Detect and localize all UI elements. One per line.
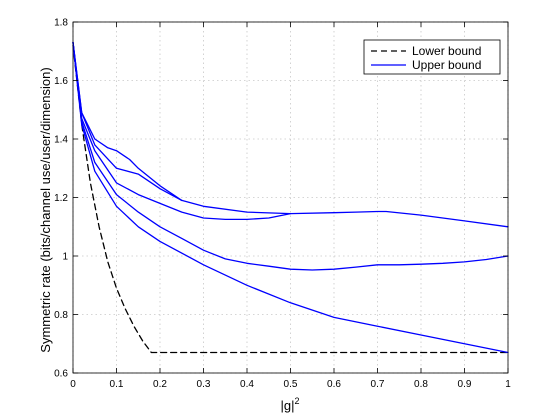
- x-tick-label: 0.7: [371, 379, 385, 390]
- y-tick-label: 1: [62, 252, 68, 263]
- x-tick-label: 0.4: [240, 379, 254, 390]
- axis-ticks: [72, 21, 509, 374]
- upper-bound-line-5: [72, 41, 183, 202]
- y-tick-label: 0.8: [54, 310, 68, 321]
- legend-label-upper-bound: Upper bound: [412, 58, 481, 72]
- legend-box: [363, 39, 501, 75]
- y-axis-label: Symmetric rate (bits/channel use/user/di…: [38, 67, 53, 352]
- x-tick-label: 0.5: [284, 379, 298, 390]
- y-tick-label: 1.4: [54, 135, 68, 146]
- x-tick-label: 0: [70, 379, 76, 390]
- x-tick-label: 0.1: [110, 379, 124, 390]
- upper-bound-line-4: [72, 41, 509, 228]
- y-tick-label: 1.6: [54, 76, 68, 87]
- x-tick-label: 0.3: [197, 379, 211, 390]
- x-tick-label: 0.9: [458, 379, 472, 390]
- legend: Lower bound Upper bound: [363, 39, 501, 75]
- y-tick-label: 1.8: [54, 18, 68, 29]
- legend-label-lower-bound: Lower bound: [412, 44, 481, 58]
- tick-labels: 0 0.1 0.2 0.3 0.4 0.5 0.6 0.7 0.8 0.9 1 0.6 0.8 1 1.2 1…: [54, 18, 511, 391]
- x-tick-label: 1: [505, 379, 511, 390]
- x-axis-label: |g|2: [281, 396, 300, 413]
- upper-bound-line-1: [72, 41, 509, 354]
- x-axis-label-superscript: 2: [294, 396, 299, 406]
- y-tick-label: 1.2: [54, 193, 68, 204]
- y-tick-label: 0.6: [54, 369, 68, 380]
- x-tick-label: 0.6: [327, 379, 341, 390]
- x-tick-label: 0.2: [153, 379, 167, 390]
- series-layer: [72, 41, 509, 354]
- lower-bound-line: [72, 44, 509, 354]
- upper-bound-line-2: [72, 41, 509, 271]
- x-tick-label: 0.8: [414, 379, 428, 390]
- upper-bound-line-3: [72, 41, 292, 221]
